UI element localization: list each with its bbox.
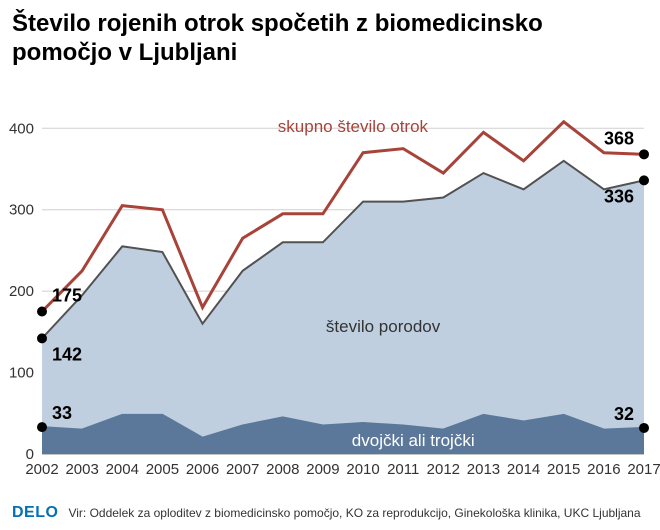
- value-twins-start: 33: [52, 403, 72, 423]
- value-twins-end: 32: [614, 404, 634, 424]
- x-tick-label: 2013: [467, 461, 500, 478]
- y-tick-label: 400: [9, 120, 34, 137]
- chart-title: Število rojenih otrok spočetih z biomedi…: [12, 10, 648, 68]
- label-twins: dvojčki ali trojčki: [352, 431, 475, 450]
- value-births-start: 142: [52, 344, 82, 364]
- x-tick-label: 2017: [627, 461, 660, 478]
- x-tick-label: 2002: [25, 461, 58, 478]
- x-tick-label: 2005: [146, 461, 179, 478]
- label-total: skupno število otrok: [278, 117, 429, 136]
- marker-twins-end: [639, 423, 649, 433]
- footer: DELO Vir: Oddelek za oploditev z biomedi…: [12, 504, 648, 522]
- brand-logo: DELO: [12, 504, 58, 522]
- x-tick-label: 2015: [547, 461, 580, 478]
- x-tick-label: 2014: [507, 461, 540, 478]
- x-tick-label: 2012: [427, 461, 460, 478]
- value-births-end: 336: [604, 186, 634, 206]
- x-tick-label: 2003: [65, 461, 98, 478]
- x-tick-label: 2009: [306, 461, 339, 478]
- x-tick-label: 2007: [226, 461, 259, 478]
- marker-twins-start: [37, 422, 47, 432]
- x-tick-label: 2008: [266, 461, 299, 478]
- value-total-start: 175: [52, 286, 82, 306]
- x-tick-label: 2004: [106, 461, 139, 478]
- marker-births-end: [639, 175, 649, 185]
- y-tick-label: 300: [9, 202, 34, 219]
- value-total-end: 368: [604, 128, 634, 148]
- x-tick-label: 2016: [587, 461, 620, 478]
- area-births: [42, 161, 644, 454]
- marker-total-start: [37, 307, 47, 317]
- y-tick-label: 100: [9, 365, 34, 382]
- chart-area: 0100200300400200220032004200520062007200…: [0, 92, 660, 490]
- x-tick-label: 2011: [387, 461, 419, 478]
- x-tick-label: 2006: [186, 461, 219, 478]
- label-births: število porodov: [326, 317, 441, 336]
- chart-container: Število rojenih otrok spočetih z biomedi…: [0, 0, 660, 530]
- x-tick-label: 2010: [346, 461, 379, 478]
- y-tick-label: 200: [9, 283, 34, 300]
- marker-total-end: [639, 149, 649, 159]
- chart-svg: 0100200300400200220032004200520062007200…: [0, 92, 660, 490]
- source-text: Vir: Oddelek za oploditev z biomedicinsk…: [68, 506, 640, 520]
- marker-births-start: [37, 333, 47, 343]
